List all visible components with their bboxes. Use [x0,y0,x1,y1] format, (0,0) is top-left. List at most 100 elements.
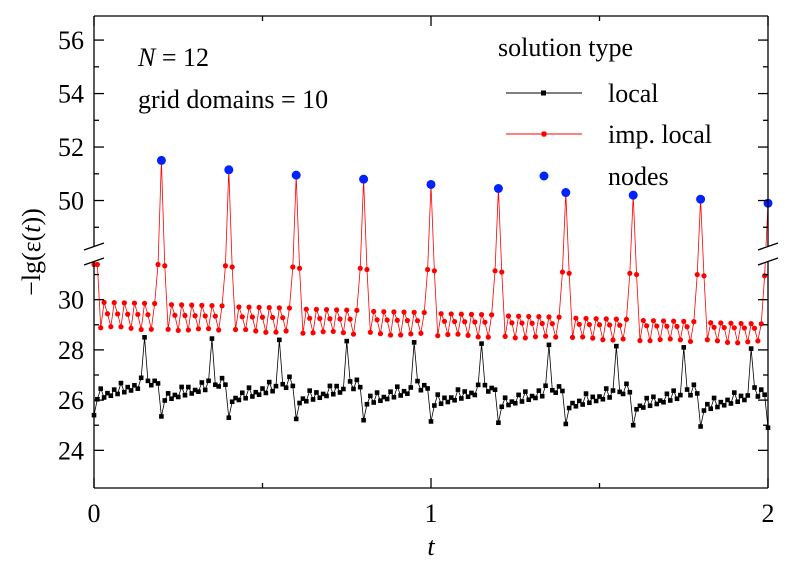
series-imp-local-point [620,336,626,342]
series-imp-local-point [310,330,316,336]
series-imp-local-point [280,315,286,321]
series-imp-local-point [303,306,309,312]
series-imp-local-point [334,307,340,313]
series-local-point [691,382,697,388]
series-imp-local-point [522,335,528,341]
series-imp-local-point [175,327,181,334]
series-imp-local-point [101,299,107,306]
series-imp-local-point [121,300,127,306]
series-local-point [287,374,292,380]
series-local-point [317,395,323,401]
series-imp-local-point [141,300,148,306]
series-local-point [465,394,471,400]
series-imp-local-point [371,308,377,315]
legend-imp-local-marker [541,131,547,137]
series-local-point [705,401,710,407]
series-imp-local-point [408,331,414,337]
y-tick-label: 56 [58,26,84,55]
series-local-point [711,395,717,401]
series-local-point [563,421,569,427]
series-imp-local-point [286,305,293,311]
series-local-point [489,385,494,391]
series-local-point [556,384,562,389]
series-imp-local-point [451,318,458,325]
series-local-point [728,401,734,406]
series-imp-local-point [216,327,222,333]
series-imp-local-point [708,320,714,326]
series-nodes-point [696,194,706,204]
series-local-point [229,399,235,405]
series-imp-local-point [482,319,488,325]
series-imp-local-point [596,322,603,328]
series-imp-local-point [350,331,357,337]
series-local-point [371,400,377,405]
series-local-point [111,387,117,392]
series-imp-local-point [465,332,471,338]
series-imp-local-point [590,335,596,341]
series-imp-local-point [721,324,727,331]
y-axis-label: −lg(ε(t)) [17,208,46,296]
series-imp-local-point [637,337,643,344]
series-imp-local-point [556,314,562,320]
legend-local-label: local [608,79,659,108]
series-imp-local-point [435,333,441,339]
series-imp-local-point [580,334,586,340]
legend-imp-local-label: imp. local [608,120,712,149]
series-imp-local-point [445,331,451,338]
series-imp-local-point [192,313,198,319]
series-local-point [418,387,424,393]
series-local-point [266,379,272,385]
series-local-point [634,406,639,412]
series-local-point [277,337,282,343]
series-imp-local-point [411,309,417,315]
series-imp-local-point [664,323,670,329]
series-local-point [138,375,144,381]
series-imp-local-point [633,271,640,278]
series-local-point [209,336,215,341]
series-local-line [93,337,769,428]
series-imp-local-point [125,311,131,317]
series-local-point [351,386,356,392]
series-imp-local-point [512,335,518,341]
series-local-point [553,390,558,396]
series-local-point [169,396,174,402]
series-local-point [536,388,542,393]
series-nodes-point [426,179,436,189]
series-imp-local-point [114,311,121,317]
series-local-point [600,396,606,402]
series-imp-local-point [586,321,592,328]
series-local-point [155,381,161,386]
series-nodes-point [493,184,503,193]
series-local-point [742,397,747,403]
series-local-point [678,392,683,398]
series-imp-local-point [536,314,542,320]
series-imp-local-point [182,312,188,319]
series-imp-local-point [111,300,117,306]
series-local-point [428,419,434,424]
series-local-point [364,401,370,407]
series-local-point [526,397,532,403]
series-imp-local-point [212,313,218,319]
series-local-point [512,400,518,406]
series-local-point [459,396,464,401]
series-local-point [644,395,649,401]
series-local-point [290,383,296,389]
series-local-point [684,387,690,392]
series-imp-local-point [745,339,751,345]
series-local-point [304,398,309,404]
series-imp-local-point [313,306,320,313]
series-local-point [216,384,221,389]
series-imp-local-point [627,270,633,276]
series-local-point [543,383,548,389]
series-local-point [448,395,454,400]
series-imp-local-point [607,322,613,328]
series-imp-local-point [283,328,289,334]
series-imp-local-point [502,333,508,340]
series-local-point [95,396,100,402]
series-imp-local-point [529,320,535,326]
series-imp-local-point [613,316,619,322]
series-local-point [378,398,383,404]
series-local-point [182,392,188,398]
series-imp-local-point [398,332,404,338]
